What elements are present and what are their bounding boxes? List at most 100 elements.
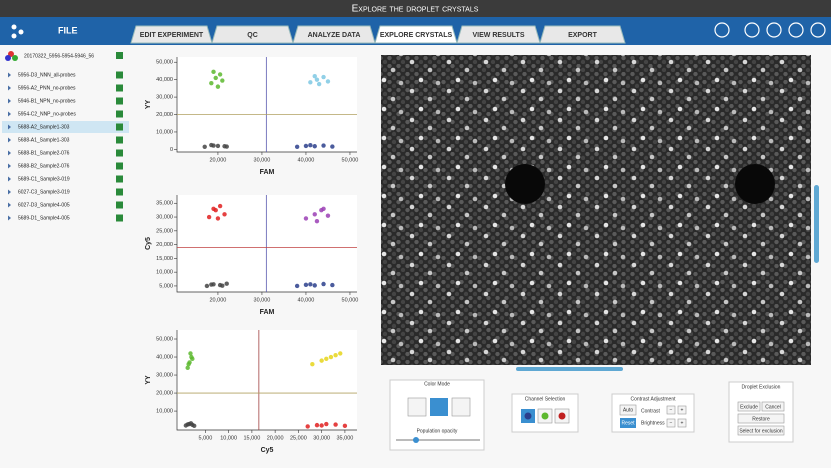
mode-button[interactable]: [451, 397, 471, 417]
expand-arrow[interactable]: [8, 124, 11, 130]
tab[interactable]: [130, 25, 213, 44]
sample-name[interactable]: 5954-C2_NNP_no-probes: [18, 111, 76, 117]
header-icons: [714, 22, 826, 38]
slider-thumb[interactable]: [413, 437, 419, 443]
exclude-button[interactable]: [737, 401, 761, 412]
sample-name[interactable]: 5689-D1_Sample4-005: [18, 215, 70, 221]
expand-arrow[interactable]: [8, 163, 11, 169]
sample-name[interactable]: 5688-B1_Sample2-076: [18, 150, 70, 156]
droplet-point: [312, 73, 317, 79]
x-axis-label: Cy5: [261, 447, 274, 454]
expand-arrow[interactable]: [8, 72, 11, 78]
title-bar: [0, 0, 831, 17]
cancel-button[interactable]: [761, 401, 785, 412]
sample-name[interactable]: 5688-A1_Sample1-303: [18, 137, 70, 143]
plus-button[interactable]: [677, 405, 687, 415]
expand-arrow[interactable]: [8, 189, 11, 195]
expand-arrow[interactable]: [8, 202, 11, 208]
minus-button[interactable]: [666, 405, 676, 415]
y-tick-label: 30,000: [156, 95, 173, 101]
expand-arrow[interactable]: [8, 85, 11, 91]
expand-arrow[interactable]: [8, 98, 11, 104]
droplet-point: [330, 144, 335, 149]
sample-name[interactable]: 6027-D3_Sample4-005: [18, 202, 70, 208]
tab[interactable]: [456, 25, 541, 44]
x-tick-label: 30,000: [313, 435, 330, 441]
plus-button[interactable]: [677, 418, 687, 428]
droplet-point: [215, 143, 221, 149]
auto-button[interactable]: [619, 404, 637, 416]
droplet-point: [308, 282, 313, 287]
plot-area: [177, 195, 357, 292]
droplet-point: [305, 424, 310, 429]
droplet-point: [308, 143, 313, 148]
sample-name[interactable]: 5688-B2_Sample2-076: [18, 163, 70, 169]
y-tick-label: 10,000: [156, 129, 173, 135]
expand-arrow[interactable]: [8, 176, 11, 182]
restore-button[interactable]: [737, 413, 785, 424]
mode-button[interactable]: [430, 398, 448, 416]
minus-button[interactable]: [666, 418, 676, 428]
sample-name[interactable]: 6027-C3_Sample3-019: [18, 189, 70, 195]
droplet-point: [324, 356, 329, 362]
expand-arrow[interactable]: [8, 215, 11, 221]
tab[interactable]: [211, 25, 294, 44]
tab-label: EDIT EXPERIMENT: [140, 32, 204, 39]
droplet-point: [303, 216, 309, 221]
status-square: [116, 188, 123, 196]
icon-button[interactable]: [766, 22, 782, 38]
status-square: [116, 214, 123, 222]
droplet-point: [209, 80, 214, 86]
y-tick-label: 35,000: [156, 201, 173, 207]
icon-button[interactable]: [744, 22, 760, 38]
x-tick-label: 30,000: [254, 157, 271, 163]
mode-button[interactable]: [407, 397, 427, 417]
tab[interactable]: [539, 25, 626, 44]
brightness-label: Brightness: [641, 420, 665, 426]
x-tick-label: 20,000: [210, 297, 227, 303]
expand-arrow[interactable]: [8, 137, 11, 143]
sample-name[interactable]: 5956-D3_NNN_all-probes: [18, 72, 76, 78]
y-tick-label: 25,000: [156, 228, 173, 234]
tab-label: EXPORT: [568, 32, 598, 39]
droplet-point: [333, 353, 338, 358]
button-label: +: [681, 407, 684, 413]
plot-area: [177, 57, 357, 152]
status-square: [116, 84, 123, 92]
sample-name[interactable]: 5956-A2_PNN_no-probes: [18, 85, 76, 91]
droplet-point: [333, 422, 338, 427]
x-tick-label: 10,000: [220, 435, 237, 441]
droplet-point: [217, 203, 223, 209]
y-tick-label: 50,000: [156, 60, 173, 66]
slider-track: [396, 439, 480, 441]
icon-button[interactable]: [714, 22, 730, 38]
select-button[interactable]: [737, 425, 785, 436]
status-square: [116, 123, 123, 131]
icon-button[interactable]: [788, 22, 804, 38]
reset-button[interactable]: [620, 418, 636, 428]
droplet-highlights: [381, 55, 811, 365]
window-title: Explore the droplet crystals: [352, 4, 479, 15]
droplet-point: [314, 77, 320, 82]
status-square: [116, 52, 123, 59]
droplet-point: [294, 283, 300, 289]
v-scrollbar[interactable]: [814, 185, 819, 263]
sample-name[interactable]: 5946-B1_NPN_no-probes: [18, 98, 76, 104]
x-tick-label: 20,000: [267, 435, 284, 441]
sample-name[interactable]: 5688-A2_Sample1-303: [18, 124, 70, 130]
y-tick-label: 10,000: [156, 270, 173, 276]
droplet-point: [224, 281, 229, 286]
button-label: Reset: [621, 420, 635, 426]
file-menu[interactable]: FILE: [58, 25, 78, 35]
icon-button[interactable]: [810, 22, 826, 38]
button-label: Cancel: [765, 404, 781, 410]
x-axis-label: FAM: [260, 169, 275, 176]
tab[interactable]: [374, 25, 458, 44]
sample-name[interactable]: 5689-C1_Sample3-019: [18, 176, 70, 182]
x-tick-label: 35,000: [336, 435, 353, 441]
tab[interactable]: [292, 25, 376, 44]
h-scrollbar[interactable]: [516, 367, 623, 371]
expand-arrow[interactable]: [8, 111, 11, 117]
expand-arrow[interactable]: [8, 150, 11, 156]
